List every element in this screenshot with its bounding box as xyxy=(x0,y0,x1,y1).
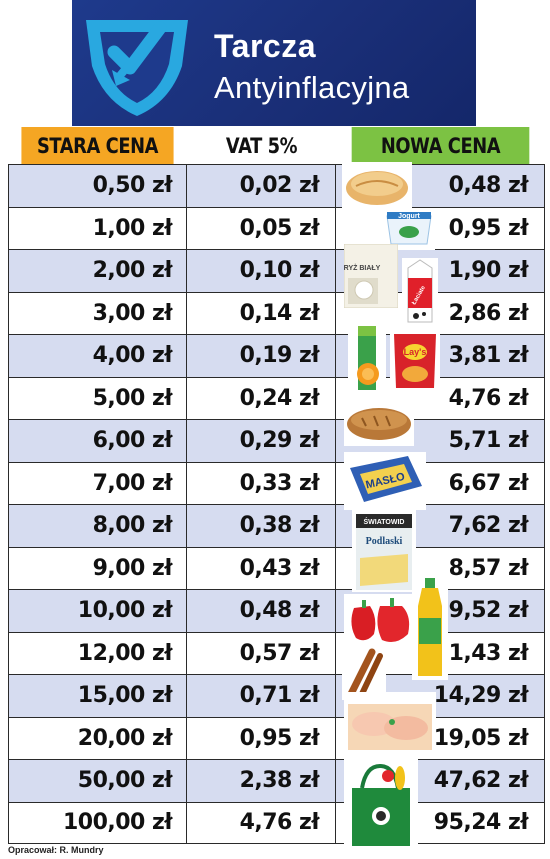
price-table: STARA CENA VAT 5% NOWA CENA 0,50 zł 0,02… xyxy=(8,127,545,844)
table-row: 10,00 zł 0,48 zł 9,52 zł xyxy=(8,589,545,632)
old-price-cell: 2,00 zł xyxy=(8,250,187,292)
vat-cell: 4,76 zł xyxy=(187,802,336,843)
old-price-cell: 7,00 zł xyxy=(8,462,187,504)
new-price-cell: 0,48 zł xyxy=(336,165,545,207)
table-row: 5,00 zł 0,24 zł 4,76 zł xyxy=(8,376,545,419)
old-price-cell: 6,00 zł xyxy=(8,420,187,462)
table-row: 100,00 zł 4,76 zł 95,24 zł xyxy=(8,801,545,844)
table-row: 8,00 zł 0,38 zł 7,62 zł xyxy=(8,504,545,547)
chips-bag-icon: Lay's xyxy=(390,330,440,392)
old-price-cell: 4,00 zł xyxy=(8,335,187,377)
header-new-price: NOWA CENA xyxy=(351,127,530,164)
cheese-pack-icon: ŚWIATOWID Podlaski xyxy=(352,510,416,592)
vat-cell: 0,38 zł xyxy=(187,505,336,547)
old-price-cell: 100,00 zł xyxy=(8,802,187,843)
new-price-cell: 1,90 zł xyxy=(336,250,545,292)
vat-cell: 0,02 zł xyxy=(187,165,336,207)
shopping-bag-icon xyxy=(344,758,418,848)
butter-pack-icon: MASŁO xyxy=(344,452,426,510)
new-price-cell: 95,24 zł xyxy=(336,802,545,843)
peppers-icon xyxy=(344,594,416,646)
table-row: 20,00 zł 0,95 zł 19,05 zł xyxy=(8,716,545,759)
banner-title-line1: Tarcza xyxy=(214,28,317,64)
chicken-fillet-icon xyxy=(344,692,436,754)
old-price-cell: 1,00 zł xyxy=(8,207,187,249)
new-price-cell: 2,86 zł xyxy=(336,292,545,334)
author-credit: Opracował: R. Mundry xyxy=(8,845,104,855)
bread-loaf-icon xyxy=(344,398,414,446)
new-price-cell: 0,95 zł xyxy=(336,207,545,249)
chips-label: Lay's xyxy=(404,347,427,357)
rice-label: RYŻ BIAŁY xyxy=(344,264,381,272)
table-row: 7,00 zł 0,33 zł 6,67 zł xyxy=(8,461,545,504)
vat-cell: 0,05 zł xyxy=(187,207,336,249)
vat-cell: 0,19 zł xyxy=(187,335,336,377)
vat-cell: 0,10 zł xyxy=(187,250,336,292)
old-price-cell: 5,00 zł xyxy=(8,377,187,419)
table-row: 15,00 zł 0,71 zł 14,29 zł xyxy=(8,674,545,717)
table-header-row: STARA CENA VAT 5% NOWA CENA xyxy=(8,127,545,164)
shield-check-icon xyxy=(86,20,188,116)
cheese-brand: ŚWIATOWID xyxy=(364,517,405,526)
milk-carton-icon: Łaciate xyxy=(402,258,438,324)
vat-cell: 0,33 zł xyxy=(187,462,336,504)
new-price-cell: 14,29 zł xyxy=(336,675,545,717)
vat-cell: 0,29 zł xyxy=(187,420,336,462)
vat-cell: 0,24 zł xyxy=(187,377,336,419)
new-price-cell: 3,81 zł xyxy=(336,335,545,377)
old-price-cell: 10,00 zł xyxy=(8,590,187,632)
header-old-price: STARA CENA xyxy=(21,127,174,164)
table-row: 1,00 zł 0,05 zł 0,95 zł xyxy=(8,206,545,249)
new-price-cell: 7,62 zł xyxy=(336,505,545,547)
old-price-cell: 8,00 zł xyxy=(8,505,187,547)
table-row: 2,00 zł 0,10 zł 1,90 zł xyxy=(8,249,545,292)
old-price-cell: 3,00 zł xyxy=(8,292,187,334)
table-row: 3,00 zł 0,14 zł 2,86 zł xyxy=(8,291,545,334)
new-price-cell: 9,52 zł xyxy=(336,590,545,632)
table-row: 12,00 zł 0,57 zł 11,43 zł xyxy=(8,631,545,674)
old-price-cell: 50,00 zł xyxy=(8,760,187,802)
old-price-cell: 20,00 zł xyxy=(8,717,187,759)
table-row: 9,00 zł 0,43 zł 8,57 zł xyxy=(8,546,545,589)
oil-bottle-icon xyxy=(412,576,448,680)
new-price-cell: 19,05 zł xyxy=(336,717,545,759)
vat-cell: 0,48 zł xyxy=(187,590,336,632)
vat-cell: 0,57 zł xyxy=(187,632,336,674)
new-price-cell: 5,71 zł xyxy=(336,420,545,462)
new-price-cell: 4,76 zł xyxy=(336,377,545,419)
yogurt-label: Jogurt xyxy=(398,213,420,220)
new-price-cell: 6,67 zł xyxy=(336,462,545,504)
vat-cell: 0,71 zł xyxy=(187,675,336,717)
old-price-cell: 15,00 zł xyxy=(8,675,187,717)
juice-carton-icon xyxy=(348,322,386,394)
header-vat: VAT 5% xyxy=(198,127,325,164)
yogurt-cup-icon: Jogurt xyxy=(383,208,435,250)
header-banner: Tarcza Antyinflacyjna xyxy=(72,0,476,126)
old-price-cell: 9,00 zł xyxy=(8,547,187,589)
rice-bag-icon: RYŻ BIAŁY xyxy=(344,244,398,308)
table-row: 6,00 zł 0,29 zł 5,71 zł xyxy=(8,419,545,462)
old-price-cell: 12,00 zł xyxy=(8,632,187,674)
new-price-cell: 11,43 zł xyxy=(336,632,545,674)
cheese-label: Podlaski xyxy=(366,536,403,547)
vat-cell: 0,14 zł xyxy=(187,292,336,334)
table-row: 0,50 zł 0,02 zł 0,48 zł xyxy=(8,164,545,207)
old-price-cell: 0,50 zł xyxy=(8,165,187,207)
vat-cell: 2,38 zł xyxy=(187,760,336,802)
vat-cell: 0,95 zł xyxy=(187,717,336,759)
new-price-cell: 8,57 zł xyxy=(336,547,545,589)
bread-roll-icon xyxy=(342,162,412,208)
new-price-cell: 47,62 zł xyxy=(336,760,545,802)
table-row: 4,00 zł 0,19 zł 3,81 zł xyxy=(8,334,545,377)
sausages-icon xyxy=(342,648,386,700)
table-row: 50,00 zł 2,38 zł 47,62 zł xyxy=(8,759,545,802)
vat-cell: 0,43 zł xyxy=(187,547,336,589)
banner-title-line2: Antyinflacyjna xyxy=(214,70,410,105)
